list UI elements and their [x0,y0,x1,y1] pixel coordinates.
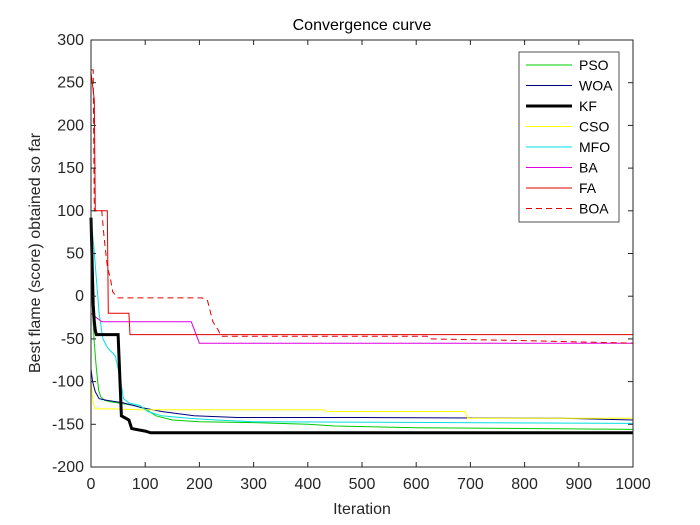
legend-label-cso: CSO [579,119,609,135]
series-line-kf [89,217,633,435]
legend-label-woa: WOA [579,78,613,94]
y-tick-label: 100 [57,203,84,220]
y-tick-label: 300 [57,32,84,49]
series-line-cso [90,381,633,419]
x-tick-label: 500 [349,476,376,493]
y-axis: -200 -150 -100 -50 0 50 100 150 200 250 300 [52,32,633,476]
series-line-ba [90,312,633,344]
legend-box [518,51,620,223]
y-tick-label: 200 [57,117,84,134]
y-tick-label: 150 [57,160,84,177]
x-axis: 0 100 200 300 400 500 600 700 800 900 1000 [87,40,651,493]
x-tick-label: 700 [457,476,484,493]
legend-label-pso: PSO [579,57,609,73]
y-tick-label: 250 [57,75,84,92]
x-tick-label: 600 [403,476,430,493]
y-tick-label: 50 [66,246,84,263]
x-tick-label: 300 [240,476,267,493]
y-tick-label: -50 [61,331,84,348]
y-tick-label: -150 [52,416,84,433]
series-line-fa [90,72,633,336]
legend-label-kf: KF [579,98,597,114]
legend-label-boa: BOA [579,201,609,217]
y-tick-label: 0 [75,288,84,305]
x-tick-label: 1000 [615,476,651,493]
x-tick-label: 200 [186,476,213,493]
legend-label-fa: FA [579,180,597,196]
x-axis-label: Iteration [333,501,391,518]
chart-title: Convergence curve [293,17,432,34]
series-line-boa [91,69,634,344]
legend: PSO WOA KF CSO MFO BA FA BOA [518,51,620,223]
y-tick-label: -200 [52,459,84,476]
y-tick-label: -100 [52,374,84,391]
y-axis-label: Best flame (score) obtained so far [27,132,44,373]
x-tick-label: 800 [511,476,538,493]
x-tick-label: 100 [132,476,159,493]
x-tick-label: 900 [565,476,592,493]
series-line-mfo [90,219,634,424]
x-tick-label: 400 [294,476,321,493]
legend-label-mfo: MFO [579,139,610,155]
series-line-woa [90,368,634,421]
x-tick-label: 0 [87,476,96,493]
legend-label-ba: BA [579,160,598,176]
series-layer [89,69,634,435]
